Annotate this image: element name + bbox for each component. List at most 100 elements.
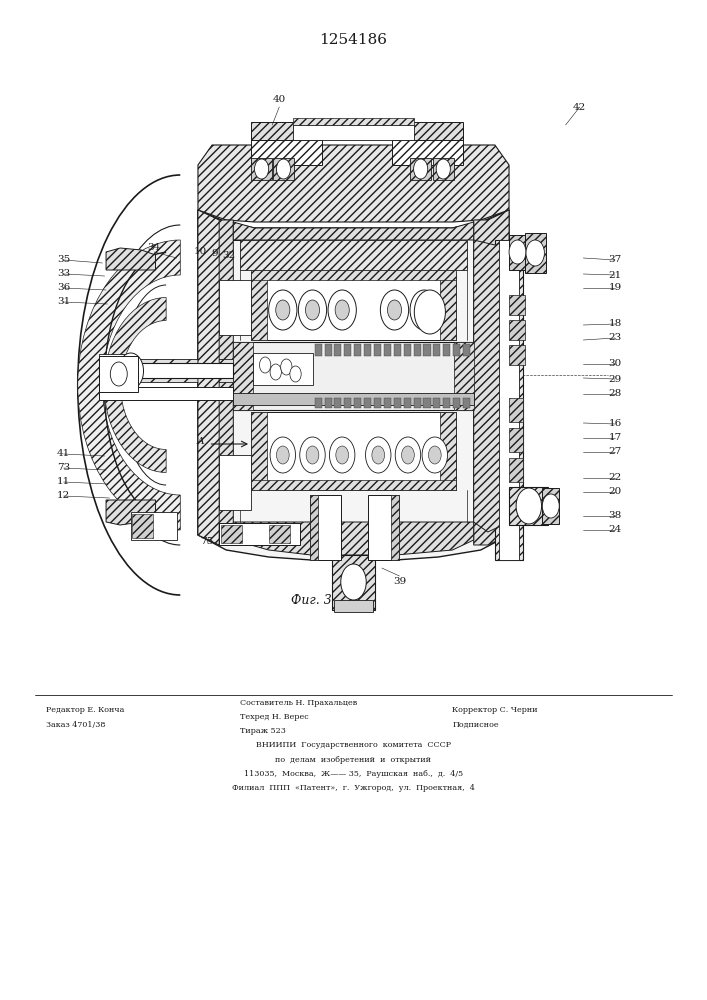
Bar	[453, 398, 460, 408]
Circle shape	[269, 290, 297, 330]
Bar	[392, 122, 463, 140]
Text: Фиг. 3: Фиг. 3	[291, 593, 332, 606]
Circle shape	[298, 290, 327, 330]
Circle shape	[290, 366, 301, 382]
Text: 25: 25	[163, 534, 176, 542]
Text: 29: 29	[609, 374, 621, 383]
Circle shape	[328, 290, 356, 330]
Polygon shape	[198, 210, 233, 545]
Bar	[433, 398, 440, 408]
Bar	[454, 342, 474, 410]
Bar	[463, 344, 470, 356]
Text: 27: 27	[609, 448, 621, 456]
Circle shape	[276, 446, 289, 464]
Text: 21: 21	[609, 270, 621, 279]
Bar	[269, 525, 290, 543]
Text: 20: 20	[609, 488, 621, 496]
Bar	[392, 140, 463, 165]
Circle shape	[366, 437, 391, 473]
Text: 113035,  Москва,  Ж—— 35,  Раушская  наб.,  д.  4/5: 113035, Москва, Ж—— 35, Раушская наб., д…	[244, 770, 463, 778]
Text: 38: 38	[609, 512, 621, 520]
Circle shape	[372, 446, 385, 464]
Text: 33: 33	[57, 269, 70, 278]
Text: 31: 31	[57, 298, 70, 306]
Text: Техред Н. Верес: Техред Н. Верес	[240, 713, 309, 721]
Bar	[251, 412, 456, 490]
Bar	[542, 488, 559, 524]
Text: Филиал  ППП  «Патент»,  г.  Ужгород,  ул.  Проектная,  4: Филиал ППП «Патент», г. Ужгород, ул. Про…	[232, 784, 475, 792]
Text: 24: 24	[609, 526, 621, 534]
Bar	[394, 398, 401, 408]
Text: 34: 34	[148, 243, 160, 252]
Text: 41: 41	[57, 450, 70, 458]
Bar	[219, 455, 251, 510]
Bar	[499, 240, 519, 560]
Circle shape	[410, 290, 438, 330]
Circle shape	[509, 240, 526, 264]
Circle shape	[402, 446, 414, 464]
Bar	[251, 140, 322, 165]
Text: 9: 9	[211, 248, 218, 257]
Bar	[495, 240, 523, 560]
Bar	[443, 398, 450, 408]
Text: 12: 12	[57, 491, 70, 500]
Circle shape	[335, 300, 349, 320]
Circle shape	[270, 437, 296, 473]
Circle shape	[110, 362, 127, 386]
Bar	[509, 428, 523, 452]
Bar	[374, 344, 381, 356]
Text: 17: 17	[609, 434, 621, 442]
Bar	[423, 344, 431, 356]
Bar	[368, 495, 399, 560]
Bar	[364, 344, 371, 356]
Circle shape	[414, 159, 428, 179]
Bar	[443, 344, 450, 356]
Text: Составитель Н. Прахальцев: Составитель Н. Прахальцев	[240, 699, 358, 707]
Bar	[273, 158, 294, 180]
Wedge shape	[78, 240, 180, 530]
Bar	[221, 525, 242, 543]
Wedge shape	[105, 298, 166, 473]
Text: 26: 26	[141, 534, 153, 542]
Text: 19: 19	[609, 284, 621, 292]
Circle shape	[300, 437, 325, 473]
Bar	[433, 344, 440, 356]
Bar	[233, 393, 474, 405]
Bar	[364, 398, 371, 408]
Polygon shape	[474, 240, 509, 532]
Text: 75: 75	[201, 538, 214, 546]
Bar	[251, 272, 267, 340]
Bar	[433, 158, 454, 180]
Circle shape	[276, 300, 290, 320]
Bar	[310, 495, 318, 560]
Bar	[509, 345, 525, 365]
Bar	[99, 359, 233, 382]
Bar	[509, 235, 527, 270]
Bar	[233, 342, 253, 410]
Bar	[354, 344, 361, 356]
Bar	[334, 398, 341, 408]
Circle shape	[414, 290, 445, 334]
Polygon shape	[198, 210, 509, 560]
Bar	[334, 344, 341, 356]
Polygon shape	[198, 145, 509, 222]
Bar	[325, 398, 332, 408]
Bar	[293, 125, 414, 140]
Circle shape	[417, 300, 431, 320]
Bar	[99, 363, 233, 378]
Text: 16: 16	[609, 420, 621, 428]
Circle shape	[329, 437, 355, 473]
Text: 1254186: 1254186	[320, 33, 387, 47]
Bar	[525, 233, 546, 273]
Bar	[251, 480, 456, 490]
Text: 37: 37	[609, 255, 621, 264]
Polygon shape	[233, 222, 474, 240]
Bar	[315, 398, 322, 408]
Circle shape	[395, 437, 421, 473]
Text: 73: 73	[57, 464, 70, 473]
Bar	[219, 280, 251, 335]
Bar	[509, 398, 523, 422]
Circle shape	[259, 357, 271, 373]
Bar	[332, 555, 375, 610]
Bar	[99, 387, 233, 400]
